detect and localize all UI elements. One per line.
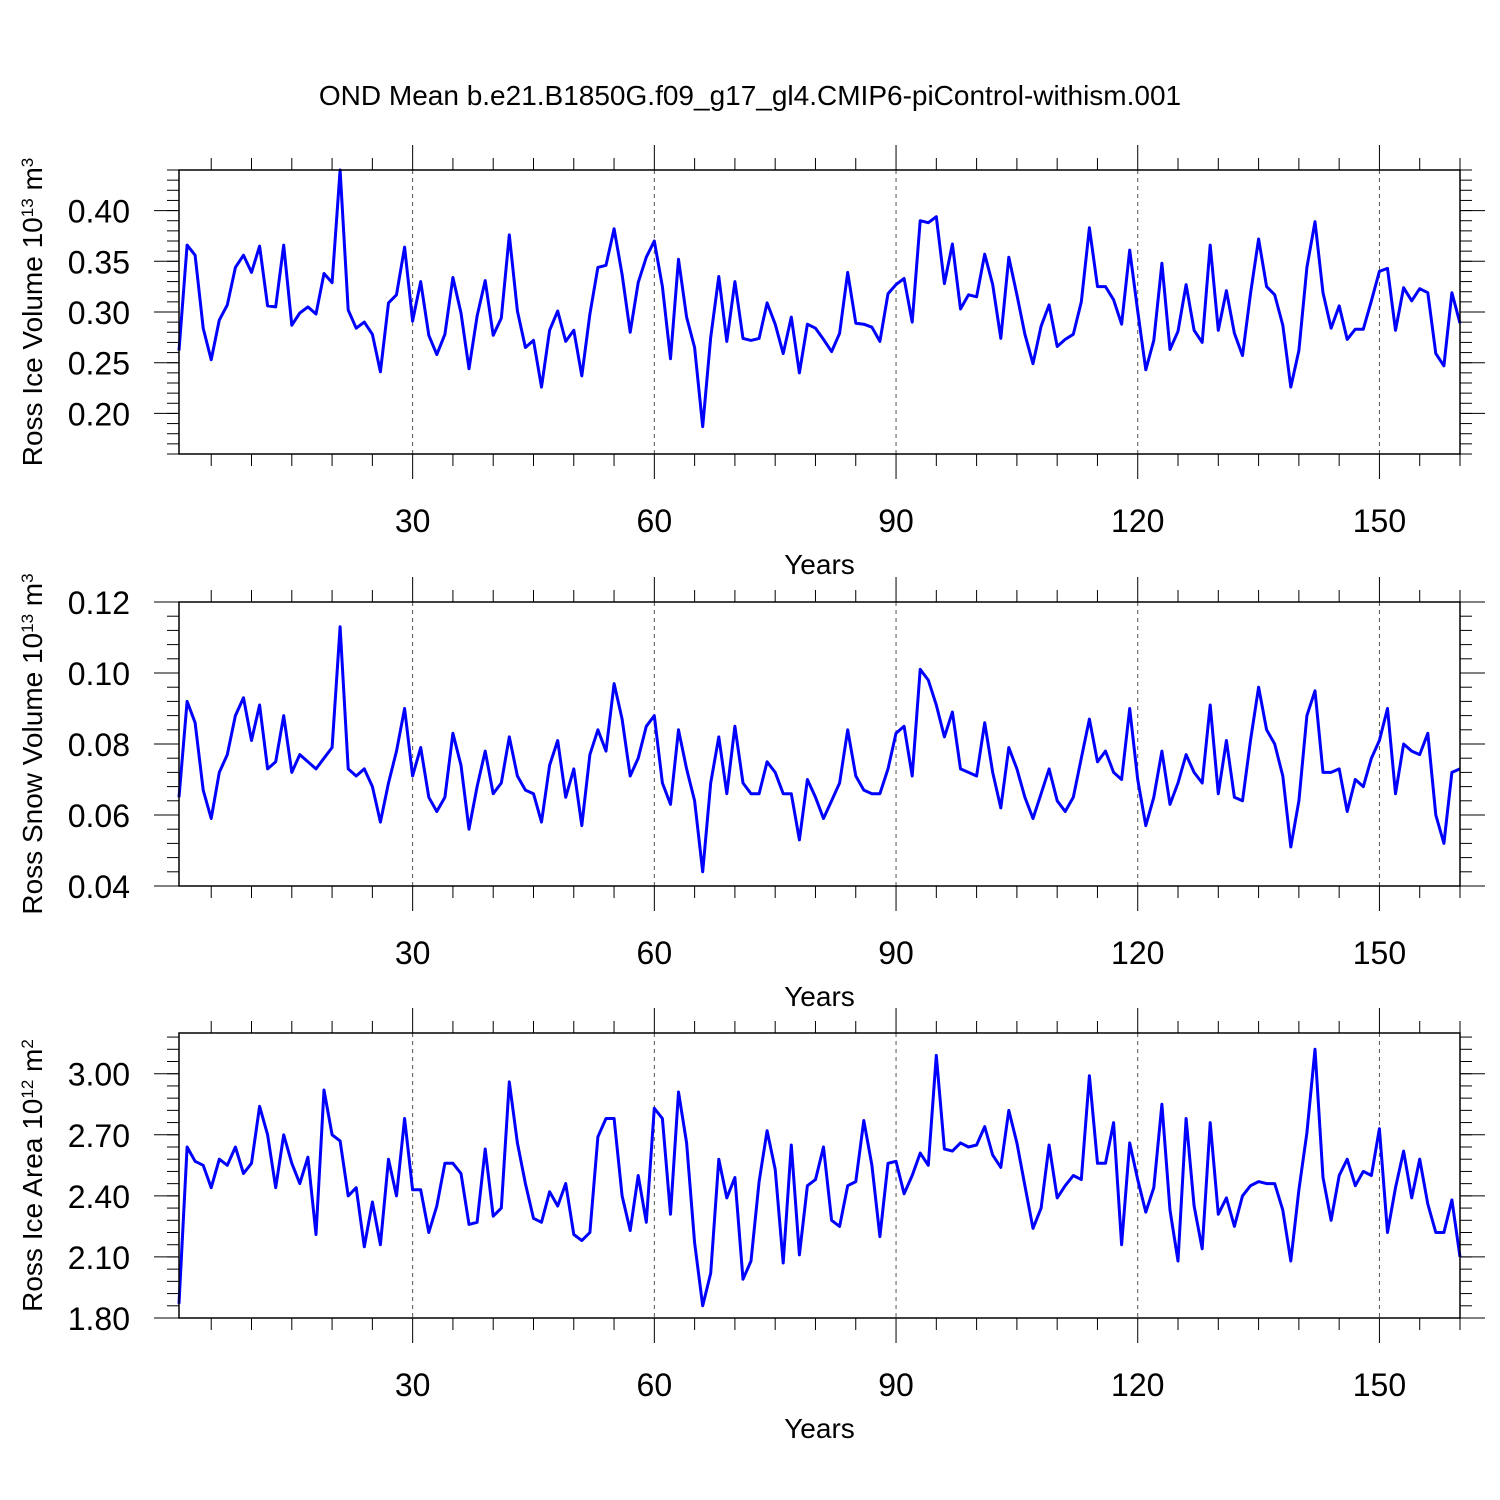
plot-frame <box>178 1032 1461 1319</box>
y-axis-label: Ross Ice Volume 1013 m3 <box>17 158 48 467</box>
panel-2: 30 60 90 120 150 0.04 0.06 0.08 0.10 0.12 Years Ros… <box>17 573 1485 1012</box>
y-tick-label: 0.08 <box>68 727 130 763</box>
panel-3: 30 60 90 120 150 1.80 2.10 2.40 2.70 3.00 Years Ros… <box>17 1008 1485 1444</box>
y-tick-label: 2.10 <box>68 1240 130 1276</box>
x-tick-label: 60 <box>637 935 673 971</box>
x-tick-label: 90 <box>878 503 914 539</box>
y-axis-label: Ross Snow Volume 1013 m3 <box>17 573 48 914</box>
x-tick-label: 120 <box>1111 1367 1164 1403</box>
y-tick-label: 0.25 <box>68 346 130 382</box>
y-tick-label: 2.70 <box>68 1118 130 1154</box>
x-tick-label: 120 <box>1111 935 1164 971</box>
y-tick-label: 0.04 <box>68 869 130 905</box>
series-line <box>177 168 1462 429</box>
y-tick-label: 3.00 <box>68 1057 130 1093</box>
y-tick-label: 0.12 <box>68 585 130 621</box>
y-tick-label: 1.80 <box>68 1301 130 1337</box>
x-tick-label: 60 <box>637 1367 673 1403</box>
x-tick-label: 30 <box>395 503 431 539</box>
y-tick-label: 0.35 <box>68 244 130 280</box>
x-tick-label: 30 <box>395 1367 431 1403</box>
x-tick-label: 30 <box>395 935 431 971</box>
x-tick-label: 90 <box>878 1367 914 1403</box>
y-tick-label: 0.30 <box>68 295 130 331</box>
series-line <box>177 1047 1462 1308</box>
plot-frame <box>178 601 1461 887</box>
x-axis-label: Years <box>784 1413 855 1444</box>
x-tick-label: 90 <box>878 935 914 971</box>
y-tick-label: 0.40 <box>68 194 130 230</box>
x-tick-label: 150 <box>1353 1367 1406 1403</box>
y-tick-label: 0.20 <box>68 396 130 432</box>
x-tick-label: 120 <box>1111 503 1164 539</box>
y-tick-label: 2.40 <box>68 1179 130 1215</box>
y-tick-label: 0.06 <box>68 798 130 834</box>
x-axis-label: Years <box>784 981 855 1012</box>
chart-title: OND Mean b.e21.B1850G.f09_g17_gl4.CMIP6-… <box>318 80 1182 111</box>
y-axis-label: Ross Ice Area 1012 m2 <box>17 1039 48 1312</box>
x-axis-label: Years <box>784 549 855 580</box>
y-tick-label: 0.10 <box>68 656 130 692</box>
series-line <box>177 625 1461 874</box>
plot-frame <box>178 169 1461 455</box>
x-tick-label: 150 <box>1353 503 1406 539</box>
x-tick-label: 150 <box>1353 935 1406 971</box>
panel-1: 30 60 90 120 150 0.20 0.25 0.30 0.35 0.40 Years Ros… <box>17 145 1485 580</box>
x-tick-label: 60 <box>637 503 673 539</box>
